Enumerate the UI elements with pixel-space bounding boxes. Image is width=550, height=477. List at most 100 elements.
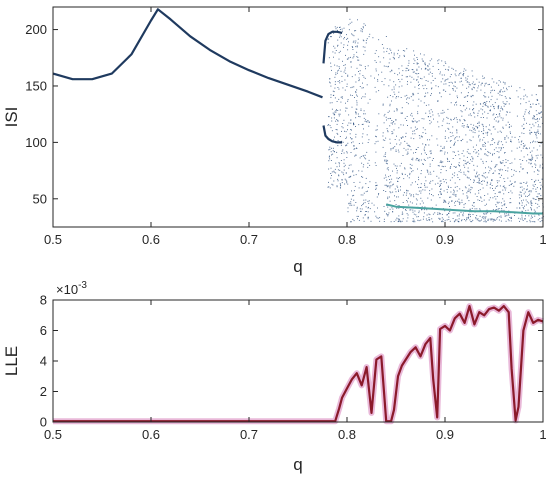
isi-point (413, 94, 415, 96)
isi-point (449, 196, 450, 198)
isi-point (416, 199, 418, 201)
isi-point (332, 150, 334, 152)
isi-point (478, 125, 480, 127)
isi-point (519, 191, 521, 193)
isi-point (497, 92, 499, 94)
lle-band (53, 303, 544, 425)
isi-point (389, 138, 391, 140)
isi-point (449, 220, 451, 222)
isi-point (397, 218, 399, 220)
isi-point (496, 82, 498, 84)
isi-point (454, 212, 456, 214)
isi-point (533, 185, 535, 187)
isi-point (516, 207, 518, 209)
isi-point (464, 166, 466, 168)
isi-point (364, 214, 366, 216)
isi-point (365, 183, 367, 185)
isi-point (498, 219, 500, 221)
isi-point (454, 90, 456, 92)
isi-point (355, 111, 357, 113)
isi-point (416, 157, 418, 159)
isi-point (440, 180, 442, 182)
isi-point (457, 97, 458, 99)
isi-point (406, 192, 408, 194)
isi-point (388, 196, 390, 198)
isi-point (387, 214, 389, 216)
isi-point (529, 147, 530, 149)
isi-point (471, 130, 473, 132)
isi-point (474, 87, 475, 89)
isi-point (491, 144, 493, 145)
isi-point (540, 142, 542, 144)
isi-point (361, 187, 363, 189)
isi-point (458, 162, 460, 164)
isi-point (339, 113, 341, 115)
isi-point (396, 135, 397, 137)
isi-point (464, 160, 466, 162)
isi-point (444, 151, 446, 153)
isi-point (362, 166, 364, 168)
isi-point (337, 133, 339, 135)
isi-point (375, 129, 377, 131)
isi-point (506, 89, 508, 91)
isi-point (422, 127, 424, 129)
isi-point (355, 81, 357, 83)
isi-point (531, 215, 532, 217)
isi-point (353, 199, 355, 201)
isi-point (468, 177, 470, 179)
isi-point (523, 123, 525, 125)
isi-point (353, 220, 355, 222)
isi-point (338, 162, 340, 164)
isi-point (477, 199, 479, 201)
isi-point (367, 187, 369, 188)
isi-point (367, 65, 369, 67)
isi-point (482, 109, 484, 111)
isi-point (529, 151, 531, 153)
isi-point (480, 117, 482, 118)
isi-point (386, 186, 388, 188)
isi-point (423, 88, 425, 90)
isi-point (439, 71, 441, 73)
isi-point (509, 124, 510, 125)
isi-point (335, 28, 337, 30)
isi-point (437, 165, 439, 167)
isi-point (341, 150, 343, 152)
isi-point (445, 130, 446, 132)
isi-point (480, 149, 482, 151)
isi-point (520, 194, 522, 196)
isi-point (493, 126, 495, 128)
isi-point (487, 112, 489, 114)
isi-point (428, 104, 430, 106)
isi-point (343, 38, 345, 40)
isi-point (484, 101, 486, 103)
isi-point (510, 125, 512, 127)
isi-point (412, 157, 414, 159)
isi-point (458, 154, 460, 156)
isi-point (498, 147, 500, 149)
isi-point (367, 120, 369, 121)
isi-point (335, 120, 337, 122)
isi-point (431, 159, 433, 161)
isi-point (490, 92, 492, 94)
isi-point (417, 168, 418, 170)
isi-point (456, 95, 458, 97)
isi-point (419, 137, 421, 139)
isi-point (429, 214, 431, 216)
isi-point (426, 186, 428, 188)
isi-point (410, 96, 412, 98)
isi-point (501, 205, 503, 207)
isi-point (394, 146, 396, 148)
isi-point (461, 80, 462, 82)
isi-point (535, 135, 537, 137)
isi-point (400, 112, 402, 114)
isi-point (456, 136, 458, 138)
isi-point (389, 200, 391, 202)
isi-point (404, 140, 406, 142)
isi-point (474, 116, 476, 118)
isi-points (327, 18, 544, 223)
isi-point (452, 89, 454, 91)
isi-point (402, 202, 404, 203)
isi-point (445, 201, 447, 203)
isi-point (347, 37, 349, 39)
isi-point (386, 163, 388, 165)
